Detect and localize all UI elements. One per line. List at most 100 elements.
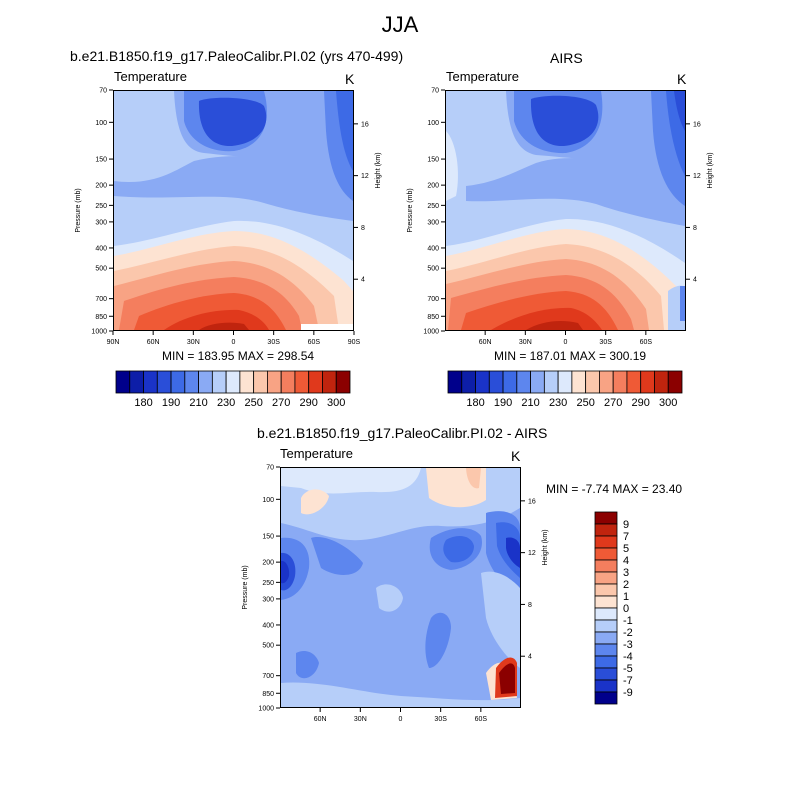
contour-fill <box>199 322 249 330</box>
y-axis-title: Pressure (mb) <box>407 188 414 232</box>
lat-tick-label: 60N <box>147 339 160 346</box>
panel2-header: AIRS <box>550 50 583 66</box>
panel1-plot <box>113 90 354 331</box>
y2-axis-title: Height (km) <box>707 152 714 188</box>
pressure-tick-label: 400 <box>427 245 439 252</box>
colorbar-label: 270 <box>604 397 622 409</box>
height-tick-label: 12 <box>693 173 701 180</box>
colorbar-label: 4 <box>623 555 629 567</box>
lat-tick-label: 30N <box>519 339 532 346</box>
colorbar-swatch <box>594 679 618 693</box>
contour-fill <box>281 468 421 494</box>
colorbar-label: 3 <box>623 567 629 579</box>
height-tick-label: 8 <box>693 225 697 232</box>
pressure-tick-label: 850 <box>262 691 274 698</box>
lat-tick-label: 60S <box>475 716 488 723</box>
colorbar-label: 180 <box>134 397 152 409</box>
height-tick-label: 16 <box>528 498 536 505</box>
colorbar-label: 230 <box>549 397 567 409</box>
height-tick-label: 4 <box>528 654 532 661</box>
figure-title: JJA <box>381 12 419 37</box>
pressure-tick-label: 200 <box>95 183 107 190</box>
height-tick-label: 16 <box>693 121 701 128</box>
panel1-unit-label: K <box>345 71 355 87</box>
lat-tick-label: 30N <box>187 339 200 346</box>
colorbar-label: 7 <box>623 531 629 543</box>
pressure-tick-label: 850 <box>427 314 439 321</box>
panel3-plot <box>280 467 521 708</box>
colorbar-swatch <box>594 691 618 705</box>
colorbar-swatch <box>594 667 618 681</box>
panel3-contour <box>281 468 520 707</box>
colorbar-label: 190 <box>162 397 180 409</box>
pressure-tick-label: 100 <box>427 120 439 127</box>
colorbar-label: -3 <box>623 639 633 651</box>
lat-tick-label: 0 <box>232 339 236 346</box>
colorbar-label: 300 <box>327 397 345 409</box>
colorbar-label: -7 <box>623 675 633 687</box>
colorbar-label: -2 <box>623 627 633 639</box>
contour-fill <box>336 91 353 171</box>
colorbar-swatch <box>594 571 618 585</box>
contour-fill <box>466 91 685 226</box>
pressure-tick-label: 200 <box>262 560 274 567</box>
contour-fill <box>114 91 353 221</box>
colorbar-label: 230 <box>217 397 235 409</box>
colorbar-label: 270 <box>272 397 290 409</box>
contour-fill <box>311 537 363 575</box>
height-tick-label: 4 <box>693 277 697 284</box>
y2-axis-title: Height (km) <box>542 529 549 565</box>
pressure-tick-label: 500 <box>95 266 107 273</box>
lat-tick-label: 30S <box>434 716 447 723</box>
pressure-tick-label: 700 <box>262 673 274 680</box>
colorbar-swatch <box>594 535 618 549</box>
colorbar-label: 5 <box>623 543 629 555</box>
colorbar-label: 210 <box>521 397 539 409</box>
height-tick-label: 8 <box>528 602 532 609</box>
lat-tick-label: 30S <box>267 339 280 346</box>
contour-fill <box>466 468 481 489</box>
lat-tick-label: 60S <box>308 339 321 346</box>
colorbar-label: -9 <box>623 687 633 699</box>
height-tick-label: 16 <box>361 121 369 128</box>
colorbar-swatch <box>667 370 683 394</box>
lat-tick-label: 30S <box>599 339 612 346</box>
contour-fill <box>198 97 267 147</box>
lat-tick-label: 30N <box>354 716 367 723</box>
colorbar-label: 1 <box>623 591 629 603</box>
pressure-tick-label: 500 <box>262 643 274 650</box>
colorbar-label: 290 <box>300 397 318 409</box>
pressure-tick-label: 100 <box>95 120 107 127</box>
y-axis-title: Pressure (mb) <box>242 565 249 609</box>
lat-tick-label: 0 <box>564 339 568 346</box>
colorbar-label: 180 <box>466 397 484 409</box>
pressure-tick-label: 70 <box>99 88 107 95</box>
pressure-tick-label: 400 <box>95 245 107 252</box>
colorbar-label: 250 <box>244 397 262 409</box>
contour-fill <box>425 612 451 668</box>
panel2-variable-label: Temperature <box>446 69 519 84</box>
contour-fill <box>376 584 403 612</box>
panel3-minmax: MIN = -7.74 MAX = 23.40 <box>546 482 683 496</box>
height-tick-label: 12 <box>528 550 536 557</box>
panel2-plot <box>445 90 686 331</box>
contour-fill <box>281 560 290 584</box>
colorbar-swatch <box>594 655 618 669</box>
contour-fill <box>680 286 685 321</box>
contour-fill <box>446 131 458 201</box>
pressure-tick-label: 150 <box>427 157 439 164</box>
panel2-contour <box>446 91 685 330</box>
lat-tick-label: 60S <box>640 339 653 346</box>
lat-tick-label: 60N <box>479 339 492 346</box>
contour-fill <box>301 489 329 515</box>
lat-tick-label: 0 <box>399 716 403 723</box>
panel3-header: b.e21.B1850.f19_g17.PaleoCalibr.PI.02 - … <box>257 425 548 441</box>
colorbar-swatch <box>335 370 351 394</box>
colorbar-swatch <box>594 547 618 561</box>
pressure-tick-label: 700 <box>427 296 439 303</box>
colorbar-swatch <box>594 607 618 621</box>
colorbar-label: 250 <box>576 397 594 409</box>
